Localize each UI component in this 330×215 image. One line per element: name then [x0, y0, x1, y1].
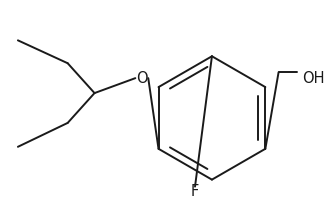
Text: O: O — [137, 71, 148, 86]
Text: F: F — [191, 184, 199, 199]
Text: OH: OH — [303, 71, 325, 86]
